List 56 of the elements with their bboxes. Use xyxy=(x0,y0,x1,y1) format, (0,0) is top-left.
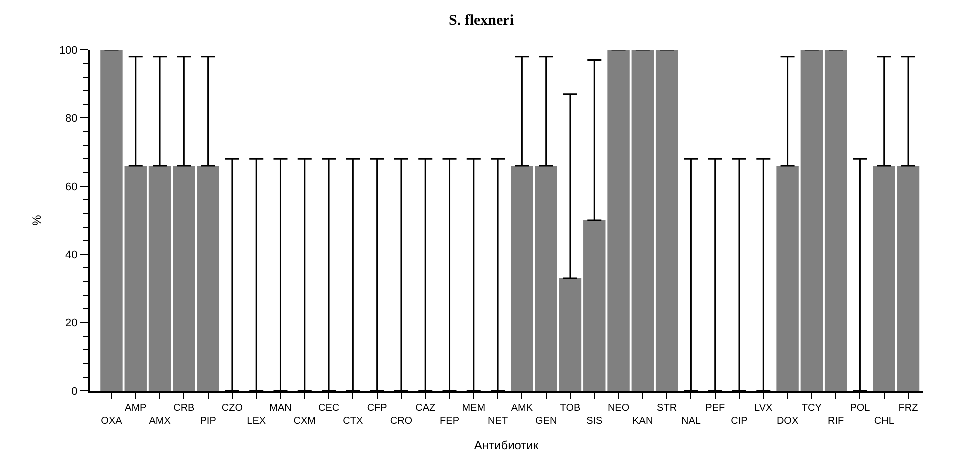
x-tick-label: CEC xyxy=(318,403,340,414)
x-tick-label: CAZ xyxy=(416,403,436,414)
bar xyxy=(776,166,799,391)
x-tick-label: KAN xyxy=(632,416,654,427)
x-tick-label: AMK xyxy=(511,403,534,414)
x-tick-label: LVX xyxy=(754,403,774,414)
x-tick-label: CIP xyxy=(731,416,748,427)
x-tick-label: CRB xyxy=(174,403,196,414)
x-tick-label: CXM xyxy=(294,416,316,427)
x-tick-label: SIS xyxy=(586,416,604,427)
x-tick-label: FEP xyxy=(440,416,460,427)
x-tick-label: STR xyxy=(657,403,678,414)
bar xyxy=(873,166,896,391)
bar xyxy=(584,220,606,391)
x-tick-label: POL xyxy=(850,403,871,414)
bar xyxy=(124,166,147,391)
x-tick-label: TCY xyxy=(802,403,822,414)
x-tick-label: RIF xyxy=(828,416,844,427)
bar xyxy=(559,278,582,391)
y-tick-label: 60 xyxy=(66,181,78,194)
x-tick-label: FRZ xyxy=(898,403,918,414)
x-tick-label: MAN xyxy=(270,403,292,414)
x-tick-label: TOB xyxy=(560,403,581,414)
x-tick-label: PIP xyxy=(200,416,217,427)
x-tick-label: GEN xyxy=(536,416,558,427)
bar xyxy=(897,166,920,391)
x-axis-title: Антибиотик xyxy=(474,438,540,452)
y-tick-label: 40 xyxy=(66,249,78,262)
x-tick-label: CFP xyxy=(367,403,388,414)
y-tick-label: 100 xyxy=(59,44,78,57)
x-tick-label: AMX xyxy=(149,416,172,427)
bar xyxy=(100,50,123,391)
y-tick-label: 20 xyxy=(66,318,78,330)
bar xyxy=(824,50,848,391)
y-tick-label: 0 xyxy=(72,386,78,398)
x-tick-label: CZO xyxy=(222,403,244,414)
x-tick-label: CHL xyxy=(874,416,895,427)
x-tick-label: MEM xyxy=(462,403,486,414)
x-tick-label: PEF xyxy=(706,403,726,414)
x-tick-label: LEX xyxy=(247,416,266,427)
x-tick-label: NET xyxy=(488,416,508,427)
y-tick-label: 80 xyxy=(66,113,78,126)
x-tick-label: NEO xyxy=(608,403,630,414)
bar xyxy=(608,50,630,391)
chart-title: S. flexneri xyxy=(449,12,514,29)
x-tick-label: NAL xyxy=(681,416,702,427)
bar xyxy=(632,50,654,391)
x-tick-label: DOX xyxy=(776,416,799,427)
bar xyxy=(148,166,172,391)
x-tick-label: AMP xyxy=(125,403,148,414)
y-axis-title: % xyxy=(30,214,44,226)
x-tick-label: OXA xyxy=(101,416,123,427)
bar xyxy=(800,50,824,391)
x-tick-label: CRO xyxy=(390,416,413,427)
x-tick-label: CTX xyxy=(343,416,364,427)
bar xyxy=(656,50,678,391)
